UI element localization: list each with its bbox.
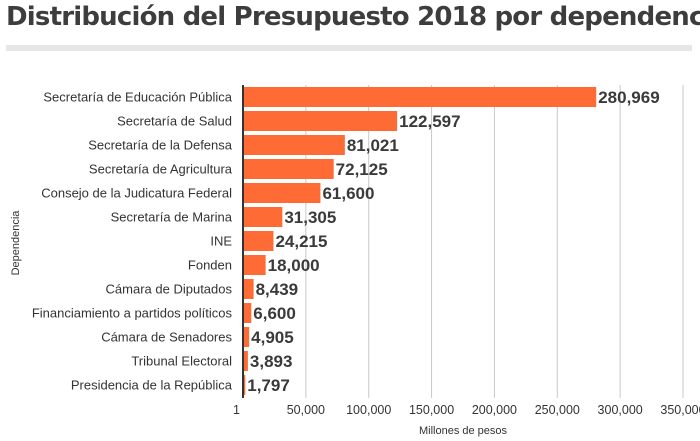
category-label: Secretaría de Marina <box>111 210 233 225</box>
bar <box>243 87 597 107</box>
x-tick-label: 200,000 <box>472 403 517 417</box>
bar <box>243 279 254 299</box>
bar <box>243 303 252 323</box>
category-label: Secretaría de Salud <box>117 114 232 129</box>
category-label: Financiamiento a partidos políticos <box>32 306 233 321</box>
value-label: 8,439 <box>256 280 299 299</box>
chart-title: Distribución del Presupuesto 2018 por de… <box>6 2 700 32</box>
value-label: 122,597 <box>399 112 460 131</box>
value-label: 24,215 <box>275 232 327 251</box>
x-tick-label: 100,000 <box>346 403 391 417</box>
bar <box>243 255 266 275</box>
bar <box>243 207 283 227</box>
category-label: Presidencia de la República <box>71 378 233 393</box>
value-label: 81,021 <box>347 136 399 155</box>
x-tick-label: 150,000 <box>409 403 454 417</box>
value-label: 18,000 <box>268 256 320 275</box>
category-labels: Secretaría de Educación Pública Secretarí… <box>32 90 233 393</box>
category-label: Consejo de la Judicatura Federal <box>41 186 232 201</box>
bar <box>243 327 250 347</box>
bar <box>243 375 246 395</box>
bar <box>243 231 274 251</box>
bar <box>243 351 248 371</box>
bar <box>243 111 398 131</box>
value-label: 280,969 <box>598 88 659 107</box>
category-label: INE <box>210 234 232 249</box>
category-label: Secretaría de Agricultura <box>89 162 233 177</box>
category-label: Cámara de Diputados <box>106 282 233 297</box>
x-tick-label: 50,000 <box>287 403 325 417</box>
bar <box>243 135 345 155</box>
gridlines <box>305 85 684 398</box>
value-label: 3,893 <box>250 352 293 371</box>
value-label: 4,905 <box>251 328 294 347</box>
title-divider <box>6 45 692 51</box>
value-label: 61,600 <box>322 184 374 203</box>
bar <box>243 159 334 179</box>
value-label: 31,305 <box>284 208 336 227</box>
x-tick-label: 350,000 <box>660 403 700 417</box>
bar <box>243 183 321 203</box>
value-label: 6,600 <box>253 304 296 323</box>
x-tick-label: 250,000 <box>535 403 580 417</box>
category-label: Cámara de Senadores <box>101 330 232 345</box>
value-label: 72,125 <box>336 160 388 179</box>
category-label: Secretaría de la Defensa <box>88 138 233 153</box>
bars <box>243 87 597 395</box>
value-label: 1,797 <box>247 376 290 395</box>
category-label: Tribunal Electoral <box>131 354 232 369</box>
y-axis-label: Dependencia <box>10 210 22 276</box>
x-tick-label: 1 <box>233 403 240 417</box>
x-tick-label: 300,000 <box>598 403 643 417</box>
x-tick-labels: 1 50,000 100,000 150,000 200,000 250,000 300,0… <box>233 403 700 417</box>
category-label: Secretaría de Educación Pública <box>43 90 232 105</box>
x-axis-label: Millones de pesos <box>419 425 508 437</box>
category-label: Fonden <box>188 258 232 273</box>
